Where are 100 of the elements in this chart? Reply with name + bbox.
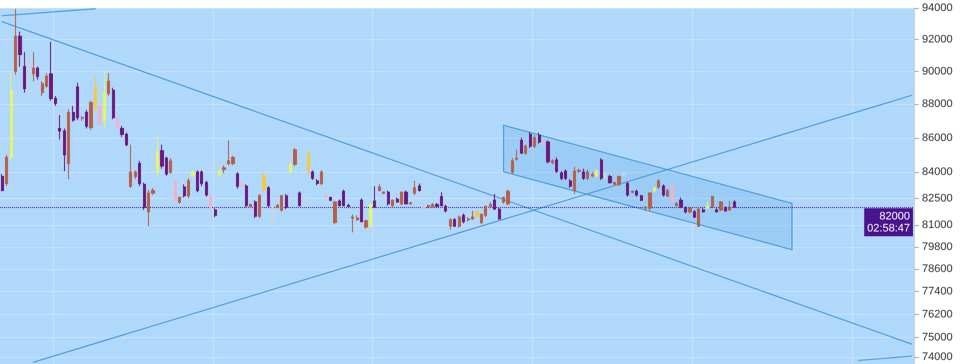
candlestick (214, 208, 217, 218)
candlestick (307, 150, 310, 174)
candlestick (626, 181, 629, 198)
candlestick (280, 194, 283, 212)
candlestick (98, 104, 101, 126)
candlestick (564, 169, 567, 180)
candlestick (143, 182, 146, 210)
candlestick (116, 115, 119, 130)
candlestick (524, 144, 527, 156)
candlestick (245, 184, 248, 208)
y-tick-label: 76200 (922, 308, 953, 320)
candlestick (5, 154, 8, 187)
candlestick (10, 72, 13, 161)
candlestick (329, 196, 332, 202)
candlestick (688, 206, 692, 214)
candlestick (107, 72, 110, 96)
candlestick (586, 169, 589, 180)
candlestick (702, 208, 705, 214)
candlestick (640, 194, 643, 202)
candlestick (364, 219, 368, 230)
candlestick (14, 8, 17, 76)
candlestick (489, 201, 492, 208)
candlestick (733, 200, 736, 209)
candlestick (205, 180, 208, 198)
candlestick (622, 170, 625, 177)
annotation: 02:58:47 (867, 222, 910, 234)
candlestick (728, 200, 731, 212)
candlestick (18, 30, 22, 68)
candlestick (693, 209, 696, 219)
candlestick (258, 194, 261, 219)
candlestick (103, 69, 106, 130)
candlestick (511, 158, 514, 174)
y-tick-label: 86000 (922, 132, 953, 144)
y-tick-label: 82500 (922, 192, 953, 204)
candlestick (493, 194, 496, 210)
candlestick (320, 170, 323, 186)
candlestick (293, 148, 297, 167)
candlestick (449, 218, 452, 230)
candlestick (551, 158, 554, 165)
candlestick (333, 200, 337, 225)
candlestick (462, 213, 465, 224)
y-tick-label: 74000 (922, 351, 953, 364)
y-tick-label: 77400 (922, 286, 953, 298)
candlestick (81, 115, 84, 122)
candlestick (724, 206, 727, 212)
candlestick (254, 200, 257, 219)
candlestick (604, 170, 607, 180)
candlestick (506, 189, 510, 206)
candlestick (546, 140, 550, 164)
candlestick (112, 87, 115, 120)
candlestick (27, 61, 30, 106)
ref-line-label: 82000 (879, 210, 910, 222)
candlestick (560, 170, 563, 180)
candlestick (413, 180, 416, 196)
candlestick (311, 170, 314, 180)
candlestick (404, 190, 408, 206)
candlestick (444, 204, 447, 214)
candlestick (347, 203, 350, 209)
candlestick (373, 186, 376, 209)
candlestick (187, 178, 190, 199)
candlestick (529, 131, 532, 149)
candlestick (356, 214, 359, 222)
candlestick (617, 175, 621, 187)
candlestick (209, 194, 212, 210)
y-tick-label: 94000 (922, 2, 953, 14)
candlestick (240, 182, 243, 188)
candlestick (67, 108, 70, 180)
candlestick (134, 170, 137, 180)
candlestick (600, 158, 603, 180)
candlestick (129, 144, 132, 188)
candlestick (471, 210, 474, 220)
candlestick (591, 172, 594, 178)
candlestick (706, 201, 709, 210)
candlestick (378, 184, 381, 192)
candlestick (316, 178, 319, 186)
candlestick (608, 174, 612, 184)
candlestick (555, 156, 558, 174)
candlestick (391, 198, 394, 208)
y-tick-label: 78600 (922, 263, 953, 276)
candlestick (298, 190, 301, 207)
y-tick-label: 79800 (922, 240, 953, 253)
candlestick (422, 204, 425, 210)
candlestick (715, 208, 718, 214)
candlestick (178, 196, 181, 204)
y-tick-label: 75000 (922, 331, 953, 344)
candlestick (262, 172, 266, 192)
candlestick (635, 189, 638, 198)
candlestick (595, 169, 598, 178)
candlestick (675, 201, 678, 207)
candlestick (711, 195, 714, 209)
candlestick (191, 170, 195, 178)
candlestick (542, 140, 545, 146)
candlestick (169, 158, 172, 174)
y-tick-label: 92000 (922, 33, 953, 46)
candlestick (196, 170, 199, 193)
candlestick (400, 190, 403, 206)
y-tick-label: 81000 (922, 219, 953, 232)
candlestick (697, 206, 700, 228)
candlestick (475, 210, 479, 219)
candlestick (498, 206, 501, 220)
